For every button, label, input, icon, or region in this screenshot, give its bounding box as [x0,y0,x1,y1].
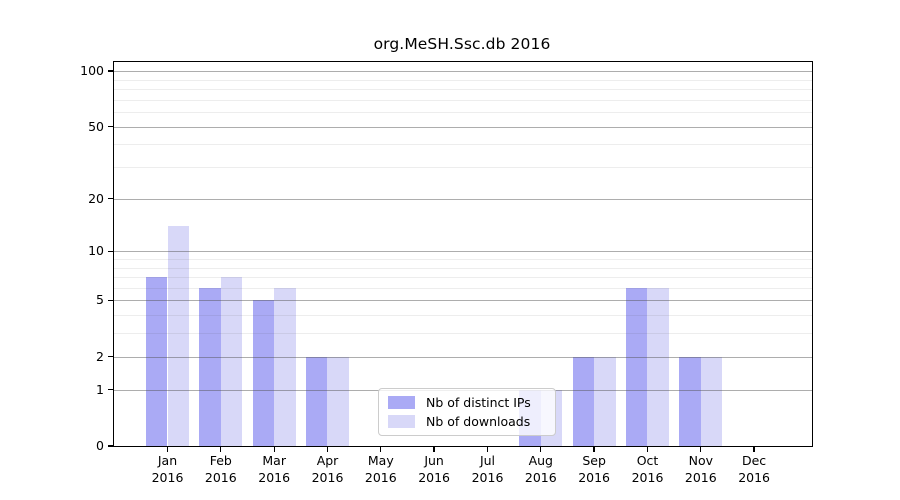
x-tick-sep [593,447,595,452]
y-tick-label-50: 50 [88,118,104,134]
bar-downloads-apr [327,356,349,446]
y-tick-label-10: 10 [88,243,104,259]
bar-distinct-ips-jan [146,277,168,446]
gridline-major-100 [114,71,812,72]
y-tick-label-1: 1 [96,381,104,397]
gridline-minor-60 [114,112,812,113]
bar-distinct-ips-nov [679,356,701,446]
x-tick-label-apr: Apr 2016 [311,453,344,485]
y-tick-label-2: 2 [96,348,104,364]
gridline-major-50 [114,126,812,128]
x-tick-label-jan: Jan 2016 [151,453,184,485]
y-tick-label-0: 0 [96,438,104,453]
bar-downloads-jan [167,225,189,446]
x-tick-aug [540,447,542,452]
gridline-major-10 [114,251,812,253]
y-tick-0 [107,445,113,447]
y-tick-5 [107,299,113,302]
gridline-minor-90 [114,79,812,81]
x-tick-label-feb: Feb 2016 [204,453,237,485]
y-tick-10 [107,250,113,252]
y-tick-label-100: 100 [80,63,104,78]
bar-distinct-ips-feb [199,287,221,446]
gridline-major-20 [114,198,812,200]
gridline-minor-6 [114,287,812,289]
gridline-minor-40 [114,144,812,146]
x-tick-nov [700,447,702,452]
chart-title: org.MeSH.Ssc.db 2016 [373,35,551,53]
x-tick-may [380,447,382,452]
x-tick-label-jul: Jul 2016 [471,453,504,485]
bar-distinct-ips-oct [626,287,648,446]
legend-item-distinct-ips: Nb of distinct IPs [388,395,555,410]
bar-downloads-feb [220,277,243,446]
gridline-minor-80 [114,88,812,90]
y-tick-100 [107,70,113,72]
gridline-minor-9 [114,258,812,260]
legend-swatch-downloads [388,415,415,428]
gridline-minor-30 [114,167,812,168]
x-tick-label-nov: Nov 2016 [684,453,717,485]
x-tick-label-aug: Aug 2016 [524,453,557,485]
gridline-minor-7 [114,277,812,278]
legend-label-distinct-ips: Nb of distinct IPs [426,395,531,410]
y-tick-1 [107,389,113,391]
y-tick-label-20: 20 [88,190,104,206]
gridline-minor-70 [114,99,812,101]
x-tick-mar [273,447,275,452]
x-tick-jan [166,447,169,452]
y-tick-50 [107,125,113,128]
legend-item-downloads: Nb of downloads [388,414,555,429]
x-tick-label-mar: Mar 2016 [258,453,291,485]
x-tick-feb [220,447,222,452]
bar-downloads-nov [700,356,723,446]
x-tick-jun [433,447,435,452]
x-tick-oct [646,447,649,452]
legend: Nb of distinct IPs Nb of downloads [378,388,556,436]
bar-distinct-ips-mar [252,300,275,446]
bar-distinct-ips-apr [306,356,328,446]
bar-distinct-ips-sep [572,356,595,446]
y-tick-label-5: 5 [96,292,104,308]
x-tick-apr [326,447,329,452]
x-tick-jul [486,447,489,452]
gridline-major-2 [114,356,812,358]
y-tick-20 [107,197,113,200]
legend-label-downloads: Nb of downloads [426,414,531,429]
bar-downloads-mar [274,287,296,446]
gridline-minor-3 [114,333,812,335]
bar-downloads-sep [594,356,616,446]
x-tick-label-jun: Jun 2016 [418,453,450,485]
gridline-minor-4 [114,315,812,317]
x-tick-label-oct: Oct 2016 [631,453,664,485]
gridline-major-5 [114,300,812,302]
legend-swatch-distinct-ips [388,396,415,409]
x-tick-label-may: May 2016 [364,453,397,485]
bar-downloads-oct [647,287,669,446]
x-tick-label-dec: Dec 2016 [738,453,770,485]
x-tick-label-sep: Sep 2016 [578,453,610,485]
x-tick-dec [753,447,755,452]
gridline-minor-8 [114,267,812,269]
y-tick-2 [107,356,113,358]
